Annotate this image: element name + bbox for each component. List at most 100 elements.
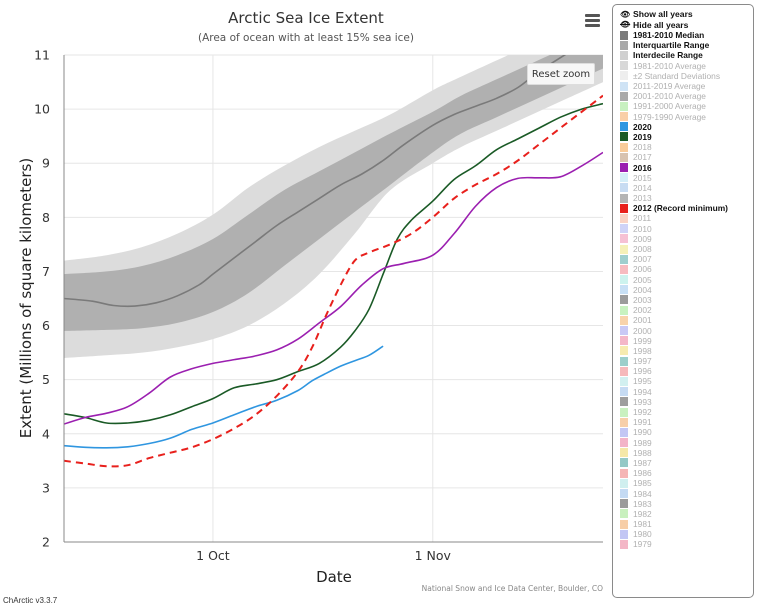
legend-item[interactable]: 1995 — [620, 376, 753, 386]
series-line-1981-2010-median[interactable] — [64, 31, 603, 308]
chart-menu-button[interactable] — [585, 14, 600, 28]
legend-item[interactable]: 2003 — [620, 295, 753, 305]
legend-item[interactable]: 1993 — [620, 397, 753, 407]
legend-item[interactable]: 1989 — [620, 438, 753, 448]
legend-item[interactable]: 1979 — [620, 539, 753, 549]
legend-item[interactable]: 1986 — [620, 468, 753, 478]
legend-item[interactable]: 2005 — [620, 275, 753, 285]
legend-label: 2008 — [633, 244, 652, 255]
legend-swatch — [620, 529, 628, 539]
legend-swatch — [620, 417, 628, 427]
legend-swatch — [620, 539, 628, 549]
legend-item[interactable]: 1981-2010 Median — [620, 30, 753, 40]
legend-item[interactable]: 2019 — [620, 132, 753, 142]
legend-label: 2019 — [633, 131, 652, 142]
legend-item[interactable]: 1999 — [620, 336, 753, 346]
legend-swatch — [620, 122, 628, 132]
series-lines — [64, 31, 603, 468]
legend-item[interactable]: ±2 Standard Deviations — [620, 71, 753, 81]
legend-item[interactable]: 1982 — [620, 509, 753, 519]
legend-item[interactable]: 1996 — [620, 366, 753, 376]
legend-item[interactable]: 2008 — [620, 244, 753, 254]
legend-label: 1985 — [633, 478, 652, 489]
series-line-2020[interactable] — [64, 345, 384, 449]
legend-item[interactable]: 1990 — [620, 427, 753, 437]
legend-item[interactable]: 1984 — [620, 488, 753, 499]
legend-item[interactable]: 2018 — [620, 142, 753, 152]
legend-item[interactable]: 2020 — [620, 122, 753, 132]
legend-item[interactable]: 2006 — [620, 264, 753, 274]
chart-subtitle: (Area of ocean with at least 15% sea ice… — [198, 32, 414, 44]
legend-item[interactable]: 2011-2019 Average — [620, 81, 753, 91]
legend-label: 2003 — [633, 294, 652, 305]
y-tick-label: 7 — [42, 264, 50, 279]
legend-swatch — [620, 203, 628, 213]
credit-text: National Snow and Ice Data Center, Bould… — [422, 584, 603, 593]
series-line-2016[interactable] — [64, 151, 603, 425]
legend-item[interactable]: 2010 — [620, 224, 753, 234]
legend-label: 2010 — [633, 223, 652, 234]
legend-item[interactable]: 1983 — [620, 499, 753, 509]
reset-zoom-button[interactable]: Reset zoom — [527, 63, 595, 85]
series-line-2012-record-minimum[interactable] — [64, 94, 603, 468]
legend-swatch — [620, 234, 628, 244]
band-interquartile-range — [64, 55, 603, 331]
legend-item[interactable]: 2007 — [620, 254, 753, 264]
legend-item[interactable]: 1981-2010 Average — [620, 61, 753, 71]
legend-item[interactable]: 2014 — [620, 183, 753, 193]
legend-swatch — [620, 458, 628, 468]
hide-all-years-button[interactable]: 👁 Hide all years — [620, 20, 753, 31]
legend-swatch — [620, 193, 628, 203]
legend-swatch — [620, 499, 628, 509]
legend-swatch — [620, 376, 628, 386]
legend-item[interactable]: 1991-2000 Average — [620, 101, 753, 111]
legend-item[interactable]: 1980 — [620, 529, 753, 539]
legend-swatch — [620, 50, 628, 60]
legend-label: 1988 — [633, 447, 652, 458]
version-label: ChArctic v3.3.7 — [3, 596, 58, 605]
legend-item[interactable]: 1988 — [620, 448, 753, 458]
legend-item[interactable]: 2017 — [620, 152, 753, 162]
y-tick-label: 6 — [42, 318, 50, 333]
x-axis-title: Date — [316, 568, 352, 586]
legend-swatch — [620, 132, 628, 142]
legend-item[interactable]: 1981 — [620, 519, 753, 529]
legend-item[interactable]: Interquartile Range — [620, 40, 753, 50]
show-all-years-button[interactable]: 👁 Show all years — [620, 9, 753, 20]
legend-swatch — [620, 356, 628, 366]
show-all-label: Show all years — [633, 9, 693, 20]
legend-item[interactable]: Interdecile Range — [620, 50, 753, 60]
legend-swatch — [620, 366, 628, 376]
range-bands — [64, 55, 603, 358]
series-line-2019[interactable] — [64, 102, 603, 425]
legend-item[interactable]: 2001-2010 Average — [620, 91, 753, 101]
legend-label: 1987 — [633, 457, 652, 468]
legend-label: 1986 — [633, 468, 652, 479]
legend-label: 2001-2010 Average — [633, 91, 706, 102]
legend: 👁 Show all years 👁 Hide all years 1981-2… — [612, 4, 754, 598]
legend-swatch — [620, 61, 628, 71]
legend-item[interactable]: 2004 — [620, 285, 753, 295]
legend-item[interactable]: 1998 — [620, 346, 753, 356]
legend-label: 2011-2019 Average — [633, 81, 706, 92]
legend-label: 1980 — [633, 529, 652, 540]
legend-item[interactable]: 2016 — [620, 162, 753, 173]
legend-item[interactable]: 2015 — [620, 173, 753, 183]
legend-item[interactable]: 2001 — [620, 315, 753, 325]
legend-item[interactable]: 1979-1990 Average — [620, 112, 753, 122]
legend-item[interactable]: 2013 — [620, 193, 753, 203]
legend-item[interactable]: 1994 — [620, 387, 753, 397]
legend-item[interactable]: 2002 — [620, 305, 753, 315]
legend-item[interactable]: 1985 — [620, 478, 753, 488]
legend-label: 2009 — [633, 233, 652, 244]
legend-item[interactable]: 2000 — [620, 325, 753, 336]
legend-label: 1984 — [633, 488, 652, 499]
legend-label: 1993 — [633, 396, 652, 407]
legend-item[interactable]: 1992 — [620, 407, 753, 417]
legend-item[interactable]: 1997 — [620, 356, 753, 366]
legend-item[interactable]: 1987 — [620, 458, 753, 468]
legend-item[interactable]: 2009 — [620, 234, 753, 244]
legend-item[interactable]: 2011 — [620, 213, 753, 223]
legend-item[interactable]: 1991 — [620, 417, 753, 427]
legend-item[interactable]: 2012 (Record minimum) — [620, 203, 753, 213]
